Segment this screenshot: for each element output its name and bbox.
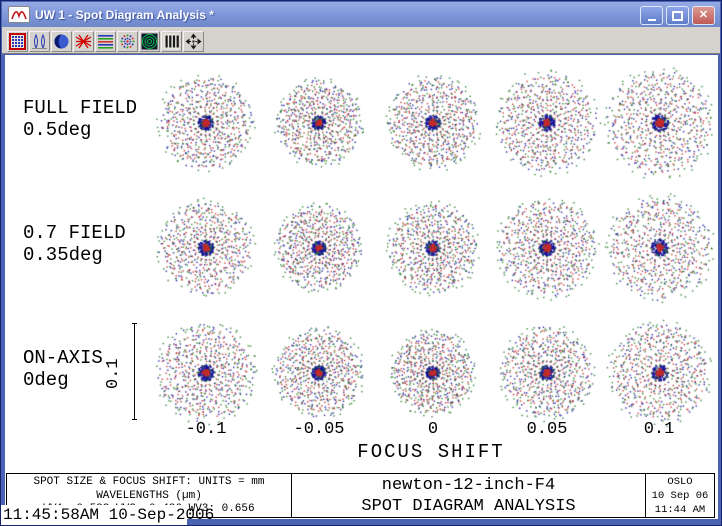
x-axis-title: FOCUS SHIFT (357, 441, 505, 463)
maximize-button[interactable] (666, 6, 689, 25)
x-tick-3: 0 (427, 420, 439, 439)
row-label-on-axis: ON-AXIS (23, 347, 103, 369)
ray-fan-icon[interactable] (73, 31, 94, 52)
footer-app-name: OSLO (667, 476, 693, 488)
x-tick-5: 0.1 (643, 420, 675, 439)
color-stripes-icon[interactable] (95, 31, 116, 52)
minimize-button[interactable] (640, 6, 663, 25)
x-tick-4: 0.05 (526, 420, 568, 439)
psf-rings-icon[interactable] (139, 31, 160, 52)
row-label-07-field-angle: 0.35deg (23, 244, 103, 266)
window-title: UW 1 - Spot Diagram Analysis * (35, 7, 214, 22)
footer-analysis-title: SPOT DIAGRAM ANALYSIS (361, 496, 576, 516)
maximize-icon (667, 7, 688, 24)
scale-bar (132, 323, 137, 420)
footer-date: 10 Sep 06 (651, 489, 709, 502)
lens-drawing-icon[interactable] (29, 31, 50, 52)
footer-oslo-box: OSLO 10 Sep 06 11:44 AM (645, 473, 715, 518)
x-tick-2: -0.05 (293, 420, 345, 439)
x-tick-1: -0.1 (185, 420, 227, 439)
wavefront-sphere-icon[interactable] (51, 31, 72, 52)
red-curve-plot-icon (8, 6, 30, 23)
close-icon (693, 7, 714, 24)
dotted-spot-icon[interactable] (117, 31, 138, 52)
toolbar (2, 27, 720, 54)
move-arrows-icon[interactable] (183, 31, 204, 52)
scale-bar-label: 0.1 (104, 358, 123, 390)
spot-grid-icon[interactable] (7, 31, 28, 52)
footer-time: 11:44 AM (654, 503, 706, 516)
titlebar: UW 1 - Spot Diagram Analysis * (2, 2, 720, 27)
row-label-07-field: 0.7 FIELD (23, 222, 126, 244)
footer-title-box: newton-12-inch-F4 SPOT DIAGRAM ANALYSIS (291, 473, 646, 518)
footer-units-line: SPOT SIZE & FOCUS SHIFT: UNITS = mm (33, 476, 265, 488)
footer-lens-name: newton-12-inch-F4 (381, 476, 556, 495)
minimize-icon (641, 7, 662, 24)
row-label-full-field: FULL FIELD (23, 97, 138, 119)
row-label-full-field-angle: 0.5deg (23, 119, 92, 141)
window-controls (640, 6, 715, 25)
status-datetime: 11:45:58AM 10-Sep-2006 (3, 506, 215, 524)
close-button[interactable] (692, 6, 715, 25)
footer-wavelengths-header: WAVELENGTHS (µm) (96, 489, 202, 502)
slit-bars-icon[interactable] (161, 31, 182, 52)
row-label-on-axis-angle: 0deg (23, 369, 69, 391)
